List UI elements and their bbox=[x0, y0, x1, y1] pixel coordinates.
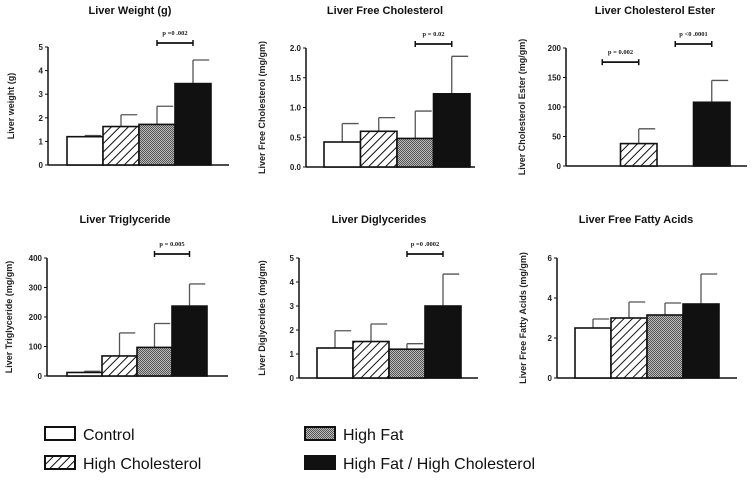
p-value-label: p = 0.002 bbox=[608, 49, 633, 56]
p-value-label: p =0 .002 bbox=[162, 30, 187, 37]
bar bbox=[610, 317, 648, 379]
chart-title: Liver Weight (g) bbox=[89, 5, 172, 17]
y-tick-label: 5 bbox=[39, 43, 44, 52]
y-tick-label: 3 bbox=[290, 302, 295, 311]
legend-label: Control bbox=[83, 427, 135, 444]
bar bbox=[316, 347, 354, 379]
bar bbox=[101, 355, 138, 377]
y-tick-label: 3 bbox=[39, 90, 44, 99]
y-tick-label: 0.0 bbox=[290, 163, 302, 172]
legend-swatch bbox=[44, 455, 76, 470]
y-tick-label: 0.5 bbox=[290, 133, 302, 142]
chart-panel: Liver Diglycerides Liver Diglycerides (mg… bbox=[257, 214, 478, 383]
y-tick-label: 5 bbox=[290, 254, 295, 263]
chart-panel: Liver Weight (g) Liver weight (g) 0 1 2 3 4 5 p … bbox=[6, 5, 229, 170]
y-tick-label: 100 bbox=[29, 343, 43, 352]
y-axis-label: Liver weight (g) bbox=[6, 73, 16, 140]
chart-panel: Liver Free Cholesterol Liver Free Cholest… bbox=[257, 5, 475, 174]
bar bbox=[396, 137, 435, 168]
legend-label: High Cholesterol bbox=[83, 456, 201, 473]
y-tick-label: 2 bbox=[290, 326, 295, 335]
legend-item: High Cholesterol bbox=[44, 455, 201, 473]
y-tick-label: 1 bbox=[290, 350, 295, 359]
y-tick-label: 4 bbox=[548, 294, 553, 303]
y-axis-label: Liver Triglyceride (mg/gm) bbox=[4, 261, 14, 374]
y-tick-label: 0 bbox=[557, 162, 562, 171]
bar bbox=[682, 303, 720, 379]
y-tick-label: 4 bbox=[39, 67, 44, 76]
bar bbox=[424, 305, 462, 379]
legend-swatch bbox=[304, 426, 336, 441]
chart-title: Liver Triglyceride bbox=[79, 214, 170, 226]
p-value-label: p =0 .0002 bbox=[411, 241, 439, 248]
p-value-label: p = 0.02 bbox=[423, 31, 445, 38]
bar bbox=[619, 142, 658, 167]
y-tick-label: 6 bbox=[548, 254, 553, 263]
y-tick-label: 200 bbox=[548, 44, 562, 53]
bar bbox=[138, 123, 176, 166]
legend: Control High Cholesterol High Fat High Fat … bbox=[44, 426, 535, 473]
bar bbox=[66, 371, 103, 377]
bar bbox=[646, 314, 684, 379]
y-tick-label: 50 bbox=[552, 133, 561, 142]
chart-panel: Liver Cholesterol Ester Liver Cholesterol… bbox=[517, 5, 747, 175]
bar bbox=[66, 135, 104, 166]
chart-panel: Liver Triglyceride Liver Triglyceride (mg… bbox=[4, 214, 228, 381]
bar bbox=[432, 93, 471, 168]
bar bbox=[359, 130, 398, 168]
bar bbox=[388, 348, 426, 379]
chart-title: Liver Diglycerides bbox=[332, 214, 427, 226]
bar bbox=[136, 346, 173, 377]
legend-item: Control bbox=[44, 426, 135, 444]
legend-label: High Fat bbox=[343, 427, 404, 444]
y-tick-label: 150 bbox=[548, 74, 562, 83]
chart-title: Liver Cholesterol Ester bbox=[595, 5, 716, 17]
y-tick-label: 0 bbox=[290, 374, 295, 383]
bar bbox=[692, 101, 731, 167]
bar bbox=[174, 82, 212, 166]
legend-item: High Fat bbox=[304, 426, 404, 444]
legend-swatch bbox=[304, 455, 336, 470]
y-tick-label: 1.0 bbox=[290, 104, 302, 113]
y-axis-label: Liver Diglycerides (mg/gm) bbox=[257, 260, 267, 376]
y-tick-label: 0 bbox=[39, 161, 44, 170]
bar bbox=[352, 340, 390, 379]
legend-label: High Fat / High Cholesterol bbox=[343, 456, 535, 473]
chart-title: Liver Free Cholesterol bbox=[327, 5, 443, 17]
bar bbox=[102, 125, 140, 166]
y-tick-label: 300 bbox=[29, 284, 43, 293]
y-axis-label: Liver Cholesterol Ester (mg/gm) bbox=[517, 39, 527, 176]
chart-title: Liver Free Fatty Acids bbox=[579, 214, 694, 226]
y-tick-label: 400 bbox=[29, 254, 43, 263]
chart-panel: Liver Free Fatty Acids Liver Free Fatty A… bbox=[518, 214, 737, 384]
y-axis-label: Liver Free Fatty Acids (mg/gm) bbox=[518, 252, 528, 384]
y-tick-label: 0 bbox=[38, 372, 43, 381]
p-value-label: p = 0.005 bbox=[159, 241, 185, 248]
y-axis-label: Liver Free Cholesterol (mg/gm) bbox=[257, 41, 267, 174]
p-value-label: p <0 .0001 bbox=[679, 31, 707, 38]
y-tick-label: 2 bbox=[39, 114, 44, 123]
legend-swatch bbox=[44, 426, 76, 441]
y-tick-label: 200 bbox=[29, 313, 43, 322]
y-tick-label: 1 bbox=[39, 137, 44, 146]
y-tick-label: 2.0 bbox=[290, 44, 302, 53]
bar bbox=[171, 305, 208, 377]
bar bbox=[323, 141, 362, 168]
legend-item: High Fat / High Cholesterol bbox=[304, 455, 535, 473]
y-tick-label: 4 bbox=[290, 278, 295, 287]
y-tick-label: 100 bbox=[548, 103, 562, 112]
y-tick-label: 2 bbox=[548, 334, 553, 343]
bar bbox=[574, 327, 612, 379]
y-tick-label: 0 bbox=[548, 374, 553, 383]
y-tick-label: 1.5 bbox=[290, 74, 302, 83]
